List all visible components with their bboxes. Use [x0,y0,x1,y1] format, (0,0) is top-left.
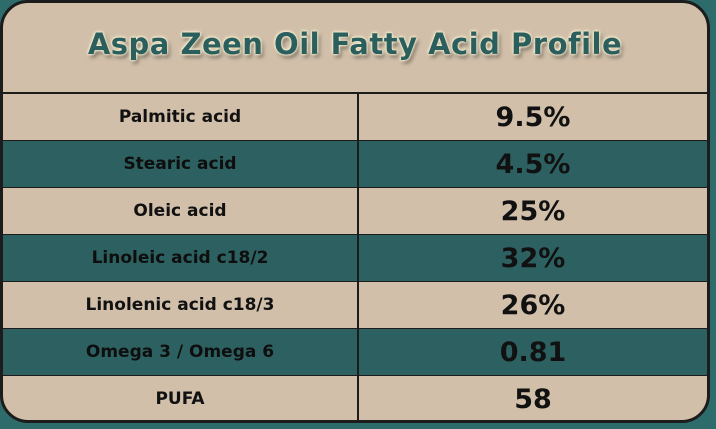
table-row: Stearic acid 4.5% [3,141,707,188]
fatty-acid-table-card: Aspa Zeen Oil Fatty Acid Profile Palmiti… [0,0,710,423]
row-value: 0.81 [499,336,567,368]
row-value: 58 [514,383,552,415]
row-value: 25% [500,195,566,227]
row-value: 32% [500,242,566,274]
table-row: Oleic acid 25% [3,188,707,235]
table-title: Aspa Zeen Oil Fatty Acid Profile [87,27,623,61]
row-value: 9.5% [495,101,571,133]
table-row: Palmitic acid 9.5% [3,94,707,141]
row-value: 26% [500,289,566,321]
column-divider [357,93,359,420]
row-label: PUFA [155,389,205,409]
row-label: Palmitic acid [118,107,242,127]
row-label: Linolenic acid c18/3 [85,295,275,315]
row-value: 4.5% [495,148,571,180]
table-row: Linolenic acid c18/3 26% [3,282,707,329]
table-body: Palmitic acid 9.5% Stearic acid 4.5% Oleic a… [3,94,707,420]
row-label: Linoleic acid c18/2 [91,248,269,268]
row-label: Oleic acid [133,201,227,221]
header-divider [3,92,707,94]
row-label: Stearic acid [123,154,237,174]
table-row: PUFA 58 [3,376,707,420]
table-row: Omega 3 / Omega 6 0.81 [3,329,707,376]
row-label: Omega 3 / Omega 6 [85,342,275,362]
table-row: Linoleic acid c18/2 32% [3,235,707,282]
